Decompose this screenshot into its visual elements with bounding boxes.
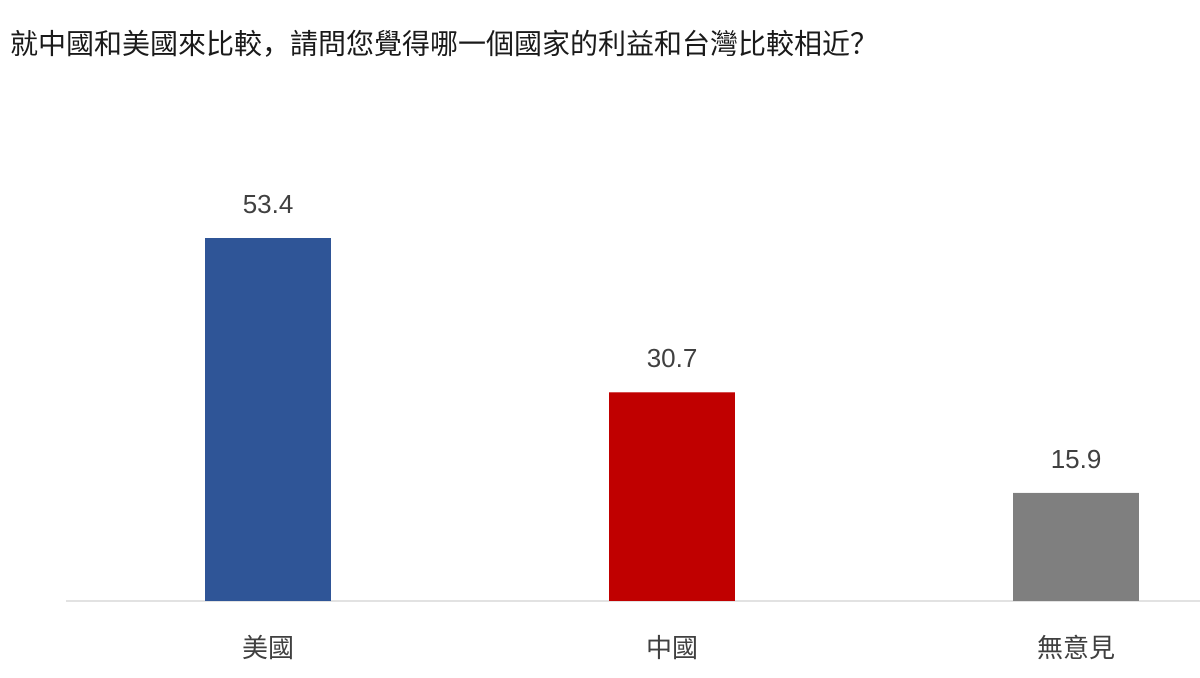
x-tick-label: 無意見 [1037,633,1115,663]
x-tick-label: 中國 [646,633,698,663]
data-label: 15.9 [1051,444,1102,474]
bar [205,238,331,601]
bar [609,392,735,601]
x-tick-label: 美國 [242,633,294,663]
bar [1013,492,1139,601]
data-label: 53.4 [243,189,294,219]
data-label: 30.7 [647,343,698,373]
chart-title: 就中國和美國來比較，請問您覺得哪一個國家的利益和台灣比較相近？ [10,28,878,59]
